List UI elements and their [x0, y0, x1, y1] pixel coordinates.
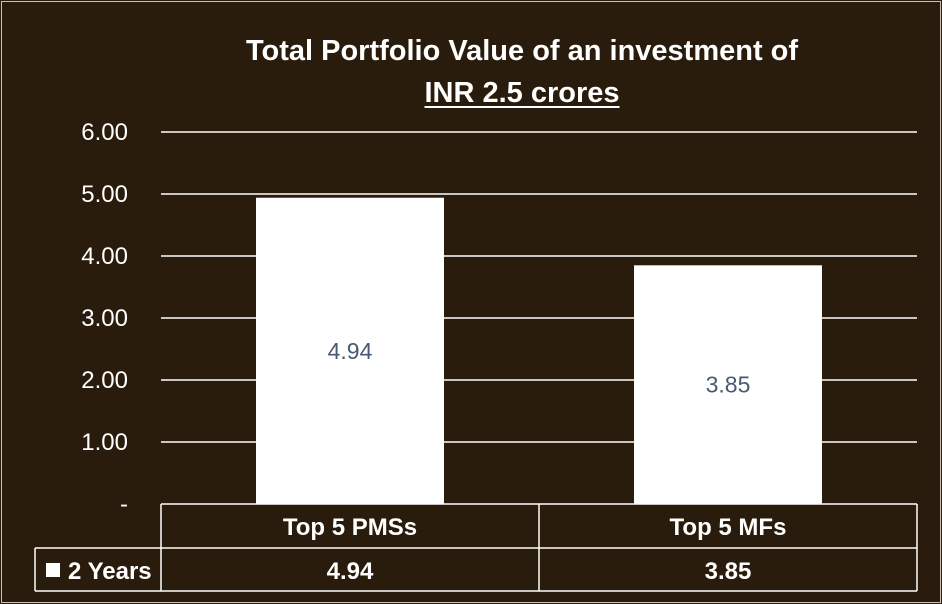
bar	[634, 265, 822, 504]
table-value: 3.85	[705, 558, 752, 585]
x-category-label: Top 5 MFs	[670, 514, 787, 541]
y-tick-label: 3.00	[81, 305, 128, 332]
data-label: 4.94	[328, 338, 373, 364]
bar	[256, 197, 444, 504]
legend-key	[46, 563, 60, 577]
y-tick-label: 4.00	[81, 243, 128, 270]
y-tick-label: 1.00	[81, 429, 128, 456]
x-category-label: Top 5 PMSs	[283, 514, 417, 541]
y-tick-label: -	[120, 491, 128, 518]
y-tick-label: 6.00	[81, 119, 128, 146]
table-value: 4.94	[327, 558, 374, 585]
legend-series-name: 2 Years	[68, 558, 152, 585]
data-label: 3.85	[706, 372, 751, 398]
y-tick-label: 2.00	[81, 367, 128, 394]
y-tick-label: 5.00	[81, 181, 128, 208]
